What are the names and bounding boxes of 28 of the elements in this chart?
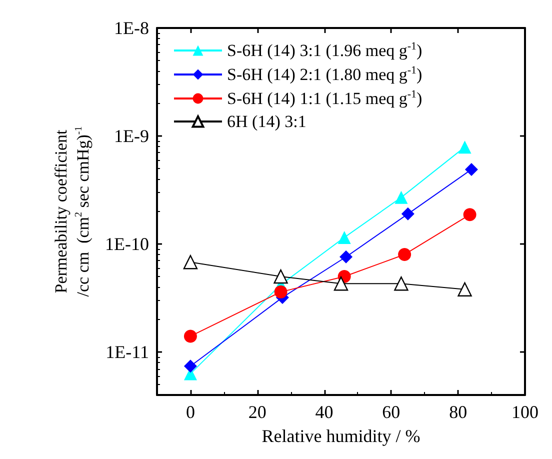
point	[183, 255, 198, 270]
y-tick-label: 1E-8	[114, 18, 149, 38]
x-tick-label: 20	[248, 402, 266, 422]
x-axis-title: Relative humidity / %	[262, 426, 420, 446]
point	[458, 140, 472, 154]
point	[394, 276, 408, 291]
legend-label: 6H (14) 3:1	[227, 112, 306, 131]
y-tick-label: 1E-11	[106, 342, 149, 362]
point	[338, 230, 351, 244]
point	[274, 269, 288, 284]
point	[398, 248, 412, 261]
point	[458, 282, 472, 296]
y-tick-label: 1E-10	[105, 234, 149, 254]
point	[184, 330, 197, 343]
point	[394, 190, 408, 204]
x-tick-label: 0	[186, 402, 195, 422]
x-tick-label: 100	[512, 402, 538, 422]
point	[464, 162, 478, 176]
point	[274, 285, 288, 298]
y-tick-label: 1E-9	[114, 126, 149, 146]
point	[401, 207, 414, 220]
point	[340, 250, 353, 264]
point	[463, 208, 476, 222]
x-tick-label: 60	[382, 402, 400, 422]
point	[184, 360, 197, 373]
x-tick-label: 80	[449, 402, 468, 422]
x-tick-label: 40	[315, 402, 334, 422]
point	[334, 276, 348, 291]
